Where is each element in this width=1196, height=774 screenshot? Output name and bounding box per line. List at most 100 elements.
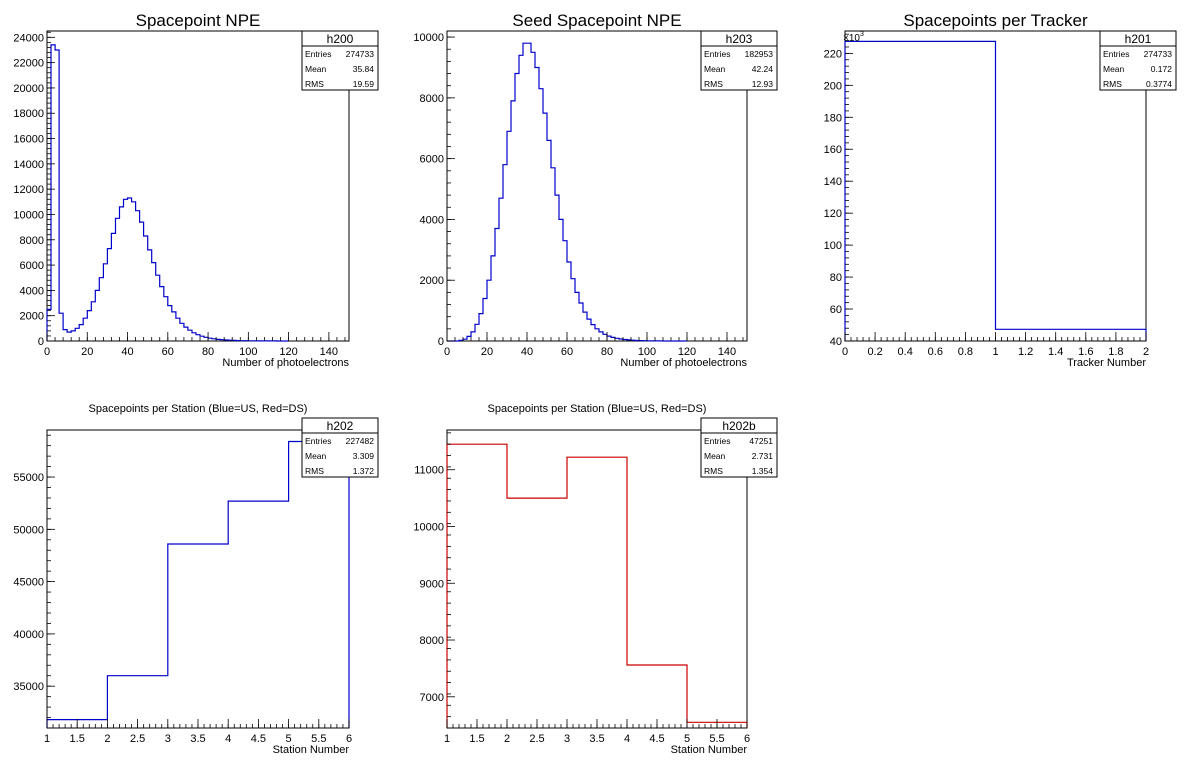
exponent-power: 3 [860,31,864,38]
x-tick-label: 2 [1143,346,1149,358]
y-tick-label: 120 [824,208,842,220]
x-tick-label: 60 [561,346,573,358]
stats-name: h200 [327,32,354,46]
stats-box-frame [1099,30,1177,91]
y-tick-label: 12000 [13,184,44,196]
plot-frame [46,30,350,342]
stats-rms-value: 19.59 [353,79,375,89]
stats-name: h203 [726,32,753,46]
y-tick-label: 180 [824,112,842,124]
y-tick-label: 160 [824,144,842,156]
x-tick-label: 120 [678,346,696,358]
stats-entries-value: 274733 [346,49,375,59]
stats-box-frame [700,30,778,91]
histogram-h202: Spacepoints per Station (Blue=US, Red=DS… [13,403,379,756]
stats-mean-label: Mean [305,451,327,461]
x-tick-label: 20 [81,346,93,358]
x-tick-label: 4 [624,733,630,745]
y-tick-label: 220 [824,48,842,60]
y-tick-label: 22000 [13,58,44,70]
x-tick-label: 5.5 [311,733,326,745]
stats-entries-label: Entries [305,436,331,446]
y-tick-label: 55000 [13,472,44,484]
y-tick-label: 8000 [420,93,444,105]
chart-title: Spacepoints per Station (Blue=US, Red=DS… [488,403,707,415]
y-tick-label: 8000 [20,235,44,247]
x-tick-label: 2 [504,733,510,745]
stats-box: h202 Entries 227482 Mean 3.309 RMS 1.372 [301,417,379,478]
y-tick-label: 20000 [13,83,44,95]
x-tick-label: 1.6 [1078,346,1093,358]
stats-mean-value: 42.24 [752,64,774,74]
stats-mean-label: Mean [305,64,327,74]
y-tick-label: 14000 [13,159,44,171]
x-tick-label: 0.6 [928,346,943,358]
y-tick-label: 9000 [420,578,444,590]
y-tick-label: 0 [38,336,44,348]
stats-rms-value: 1.354 [752,466,774,476]
x-tick-label: 100 [239,346,257,358]
x-tick-label: 0.4 [898,346,913,358]
stats-rms-label: RMS [305,79,324,89]
y-tick-label: 10000 [13,209,44,221]
x-tick-label: 120 [279,346,297,358]
stats-rms-label: RMS [1103,79,1122,89]
y-tick-label: 140 [824,176,842,188]
stats-mean-value: 2.731 [752,451,774,461]
y-tick-label: 40000 [13,629,44,641]
x-tick-label: 5 [684,733,690,745]
y-tick-label: 50000 [13,524,44,536]
stats-entries-label: Entries [1103,49,1129,59]
x-tick-label: 6 [346,733,352,745]
y-tick-label: 0 [438,336,444,348]
x-tick-label: 2.5 [130,733,145,745]
stats-entries-value: 47251 [749,436,773,446]
y-tick-label: 11000 [414,465,444,477]
y-tick-label: 100 [824,240,842,252]
stats-mean-value: 3.309 [353,451,375,461]
x-tick-label: 4 [225,733,231,745]
x-tick-label: 3 [564,733,570,745]
stats-box: h201 Entries 274733 Mean 0.172 RMS 0.3774 [1099,30,1177,91]
x-tick-label: 4.5 [251,733,266,745]
stats-box-frame [301,417,379,478]
y-tick-label: 24000 [13,32,44,44]
x-axis-label: Number of photoelectrons [620,357,747,369]
stats-mean-label: Mean [704,451,726,461]
x-tick-label: 1 [44,733,50,745]
x-tick-label: 1.5 [70,733,85,745]
y-tick-label: 40 [830,336,842,348]
stats-entries-label: Entries [704,436,730,446]
chart-title: Spacepoints per Station (Blue=US, Red=DS… [89,403,308,415]
y-tick-label: 200 [824,80,842,92]
x-tick-label: 2 [104,733,110,745]
stats-rms-label: RMS [704,79,723,89]
y-tick-label: 2000 [20,311,44,323]
x-tick-label: 1.2 [1018,346,1033,358]
x-tick-label: 4.5 [649,733,664,745]
y-tick-label: 6000 [420,154,444,166]
stats-entries-value: 182953 [745,49,774,59]
x-tick-label: 1.5 [469,733,484,745]
stats-name: h201 [1125,32,1152,46]
y-tick-label: 6000 [20,260,44,272]
x-tick-label: 0 [44,346,50,358]
y-tick-label: 60 [830,304,842,316]
x-tick-label: 0 [842,346,848,358]
stats-mean-label: Mean [1103,64,1125,74]
chart-title: Seed Spacepoint NPE [512,11,681,30]
y-tick-label: 10000 [413,32,444,44]
y-tick-label: 2000 [420,275,444,287]
stats-rms-value: 12.93 [752,79,774,89]
x-tick-label: 6 [744,733,750,745]
stats-entries-value: 227482 [346,436,375,446]
x-axis-label: Tracker Number [1067,357,1146,369]
y-exponent-label: ×103 [843,31,864,44]
y-tick-label: 7000 [420,692,444,704]
y-tick-label: 18000 [13,108,44,120]
x-tick-label: 2.5 [529,733,544,745]
x-tick-label: 1.4 [1048,346,1063,358]
histogram-line [46,440,350,728]
x-tick-label: 20 [481,346,493,358]
histogram-h203: Seed Spacepoint NPE020004000600080001000… [413,11,778,369]
